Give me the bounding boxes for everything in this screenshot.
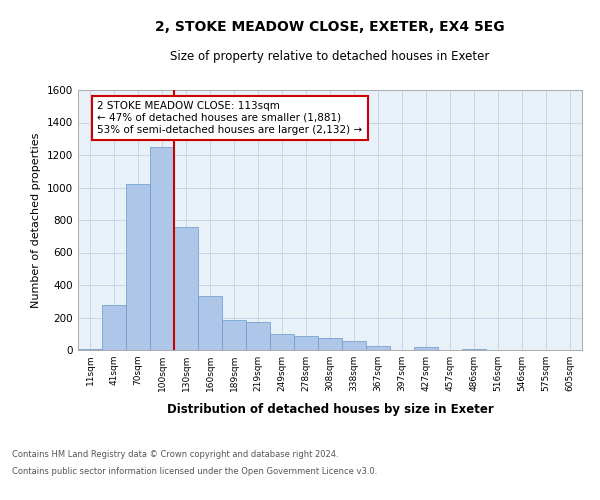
Bar bbox=[318, 338, 342, 350]
Bar bbox=[366, 346, 390, 350]
Text: 2 STOKE MEADOW CLOSE: 113sqm
← 47% of detached houses are smaller (1,881)
53% of: 2 STOKE MEADOW CLOSE: 113sqm ← 47% of de… bbox=[97, 102, 362, 134]
Text: Contains public sector information licensed under the Open Government Licence v3: Contains public sector information licen… bbox=[12, 468, 377, 476]
Text: Distribution of detached houses by size in Exeter: Distribution of detached houses by size … bbox=[167, 402, 493, 415]
Bar bbox=[462, 349, 486, 350]
Bar bbox=[126, 184, 150, 350]
Bar bbox=[342, 341, 366, 350]
Bar bbox=[150, 147, 174, 350]
Bar bbox=[294, 336, 318, 350]
Bar bbox=[222, 320, 246, 350]
Bar bbox=[246, 322, 270, 350]
Bar bbox=[174, 228, 198, 350]
Bar bbox=[198, 296, 222, 350]
Y-axis label: Number of detached properties: Number of detached properties bbox=[31, 132, 41, 308]
Text: Size of property relative to detached houses in Exeter: Size of property relative to detached ho… bbox=[170, 50, 490, 63]
Bar bbox=[102, 306, 126, 350]
Bar bbox=[78, 349, 102, 350]
Text: 2, STOKE MEADOW CLOSE, EXETER, EX4 5EG: 2, STOKE MEADOW CLOSE, EXETER, EX4 5EG bbox=[155, 20, 505, 34]
Text: Contains HM Land Registry data © Crown copyright and database right 2024.: Contains HM Land Registry data © Crown c… bbox=[12, 450, 338, 459]
Bar bbox=[270, 334, 294, 350]
Bar bbox=[414, 347, 438, 350]
